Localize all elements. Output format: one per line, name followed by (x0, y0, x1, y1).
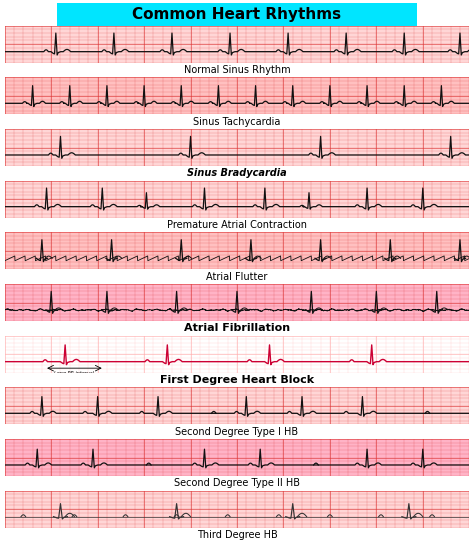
Text: First Degree Heart Block: First Degree Heart Block (160, 375, 314, 385)
Text: Common Heart Rhythms: Common Heart Rhythms (132, 7, 342, 22)
Text: Premature Atrial Contraction: Premature Atrial Contraction (167, 220, 307, 230)
Text: Long PR interval: Long PR interval (55, 371, 94, 376)
Text: Normal Sinus Rhythm: Normal Sinus Rhythm (184, 65, 290, 75)
Text: Second Degree Type II HB: Second Degree Type II HB (174, 479, 300, 488)
Text: Third Degree HB: Third Degree HB (197, 530, 277, 540)
Text: Sinus Bradycardia: Sinus Bradycardia (187, 168, 287, 178)
Text: Sinus Tachycardia: Sinus Tachycardia (193, 117, 281, 127)
Text: Atrial Fibrillation: Atrial Fibrillation (184, 323, 290, 334)
Text: Second Degree Type I HB: Second Degree Type I HB (175, 427, 299, 437)
Text: Atrial Flutter: Atrial Flutter (206, 272, 268, 282)
